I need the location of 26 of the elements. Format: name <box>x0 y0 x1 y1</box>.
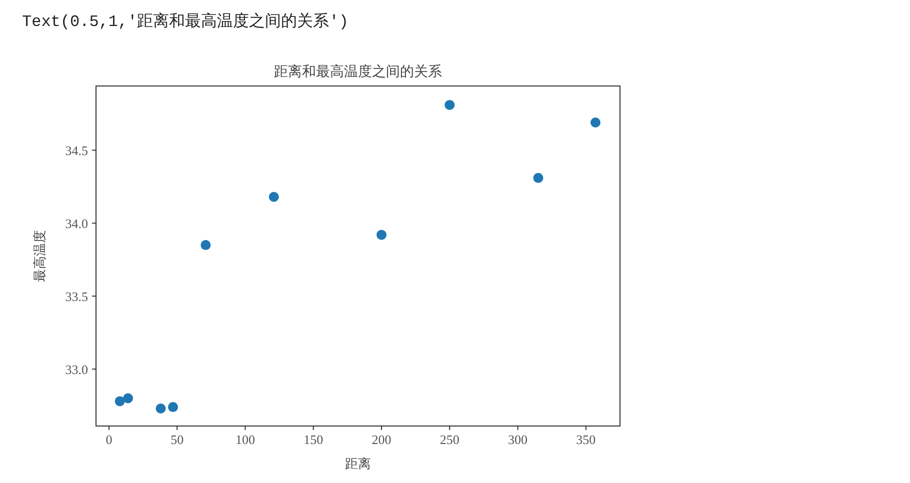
point <box>114 396 125 406</box>
x-tick-label: 150 <box>304 432 324 447</box>
point <box>168 402 178 412</box>
point <box>533 172 544 183</box>
point <box>590 117 600 128</box>
x-tick-label: 350 <box>576 432 596 447</box>
x-tick-label: 100 <box>235 432 255 447</box>
y-axis-title: 最高温度 <box>32 230 47 282</box>
x-tick-label: 0 <box>106 432 112 447</box>
x-tick-label: 250 <box>440 432 460 447</box>
y-tick-label: 34.0 <box>65 216 88 232</box>
x-tick-label: 200 <box>372 432 392 447</box>
point <box>376 230 387 240</box>
y-tick-label: 33.5 <box>65 289 88 304</box>
y-tick-label: 34.5 <box>65 143 88 158</box>
point <box>123 393 134 404</box>
x-axis-title: 距离 <box>345 456 371 471</box>
x-tick-label: 50 <box>170 432 184 447</box>
point <box>200 240 211 250</box>
point <box>444 100 455 110</box>
chart-title: 距离和最高温度之间的关系 <box>274 64 442 80</box>
x-tick-label: 300 <box>508 432 528 447</box>
point <box>268 192 279 202</box>
y-tick-label: 33.0 <box>65 362 88 378</box>
text: Text(0.5,1,'距离和最高温度之间的关系') <box>22 12 348 31</box>
point <box>156 403 166 414</box>
